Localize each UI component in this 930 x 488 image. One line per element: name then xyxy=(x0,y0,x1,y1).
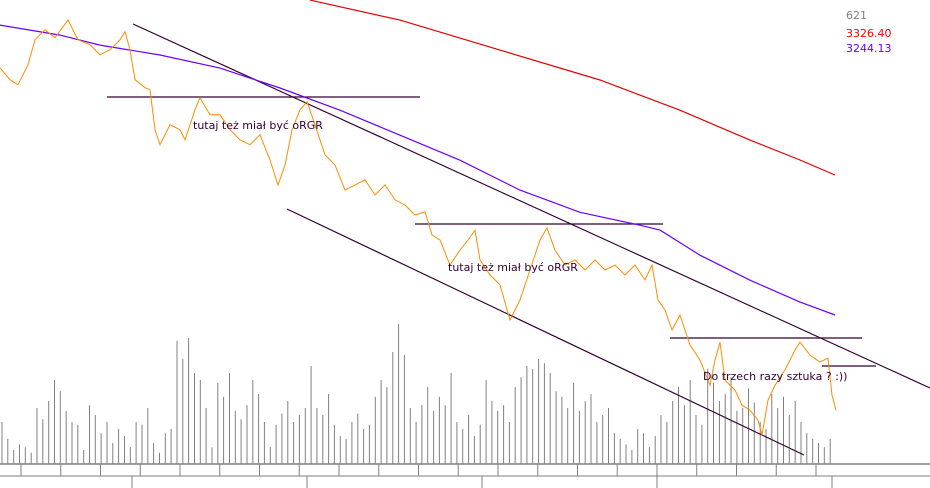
price-line xyxy=(0,19,837,436)
annotation-1: tutaj też miał być oRGR xyxy=(193,119,323,132)
trendline-2 xyxy=(286,208,805,456)
volume-readout: 621 xyxy=(846,9,867,22)
trendlines xyxy=(107,23,930,456)
trendline-1 xyxy=(132,23,930,389)
time-axis xyxy=(0,463,930,488)
moving-average-long-line xyxy=(309,0,836,176)
annotation-3: Do trzech razy sztuka ? :)) xyxy=(703,370,847,383)
ma-short-readout: 3244.13 xyxy=(846,42,892,55)
annotation-2: tutaj też miał być oRGR xyxy=(448,261,578,274)
moving-average-short-line xyxy=(0,24,836,316)
ma-long-readout: 3326.40 xyxy=(846,27,892,40)
volume-bars xyxy=(1,324,831,464)
